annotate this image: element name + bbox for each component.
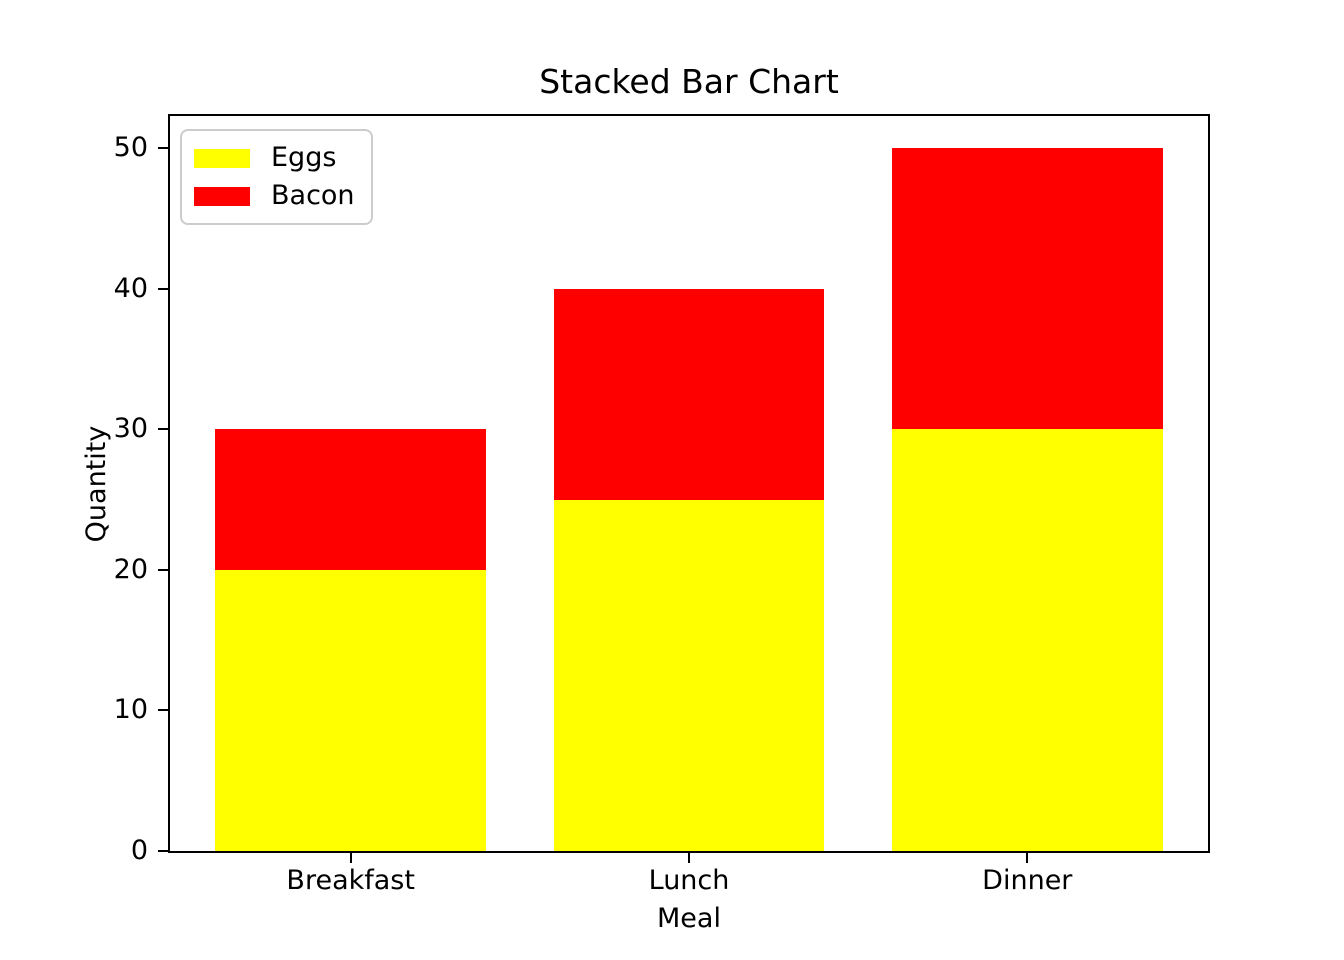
bar-segment-eggs-dinner bbox=[892, 429, 1163, 851]
bar-segment-bacon-dinner bbox=[892, 148, 1163, 430]
bar-segment-eggs-breakfast bbox=[215, 569, 486, 851]
bar-dinner bbox=[892, 148, 1163, 851]
y-tick-label: 20 bbox=[113, 553, 148, 585]
x-tick-label-breakfast: Breakfast bbox=[286, 865, 415, 896]
x-tick-label-lunch: Lunch bbox=[648, 865, 730, 896]
y-tick-mark bbox=[158, 850, 168, 852]
bar-breakfast bbox=[215, 429, 486, 851]
y-tick-mark bbox=[158, 709, 168, 712]
bar-segment-eggs-lunch bbox=[553, 499, 825, 851]
legend-label-bacon: Bacon bbox=[271, 180, 355, 211]
y-tick-label: 50 bbox=[113, 132, 148, 163]
y-tick-mark bbox=[158, 147, 168, 149]
x-tick-mark bbox=[688, 853, 690, 863]
x-tick-mark bbox=[349, 853, 352, 863]
y-tick-label: 40 bbox=[113, 272, 148, 304]
x-tick-label-dinner: Dinner bbox=[982, 865, 1073, 896]
y-tick-label: 0 bbox=[130, 835, 148, 866]
bar-lunch bbox=[553, 288, 825, 851]
x-axis-label: Meal bbox=[657, 903, 721, 934]
legend-label-eggs: Eggs bbox=[271, 142, 337, 173]
y-tick-label: 10 bbox=[113, 694, 148, 726]
plot-area: 0 10 20 30 40 50 Breakfast Lunch Dinner bbox=[114, 114, 1210, 896]
x-tick-mark bbox=[1026, 853, 1029, 863]
bacon-swatch-icon bbox=[194, 186, 250, 206]
y-tick-mark bbox=[158, 568, 168, 571]
legend-entry-bacon: Bacon bbox=[194, 177, 355, 215]
legend-entry-eggs: Eggs bbox=[194, 139, 355, 177]
bar-segment-bacon-lunch bbox=[553, 288, 825, 500]
y-tick-mark bbox=[158, 428, 168, 431]
y-tick-label: 30 bbox=[113, 413, 148, 445]
y-tick-mark bbox=[158, 287, 168, 290]
chart-title: Stacked Bar Chart bbox=[539, 62, 839, 101]
bar-segment-bacon-breakfast bbox=[215, 429, 486, 570]
y-axis-label: Quantity bbox=[81, 425, 112, 543]
legend: Eggs Bacon bbox=[180, 129, 373, 225]
eggs-swatch-icon bbox=[194, 148, 250, 168]
